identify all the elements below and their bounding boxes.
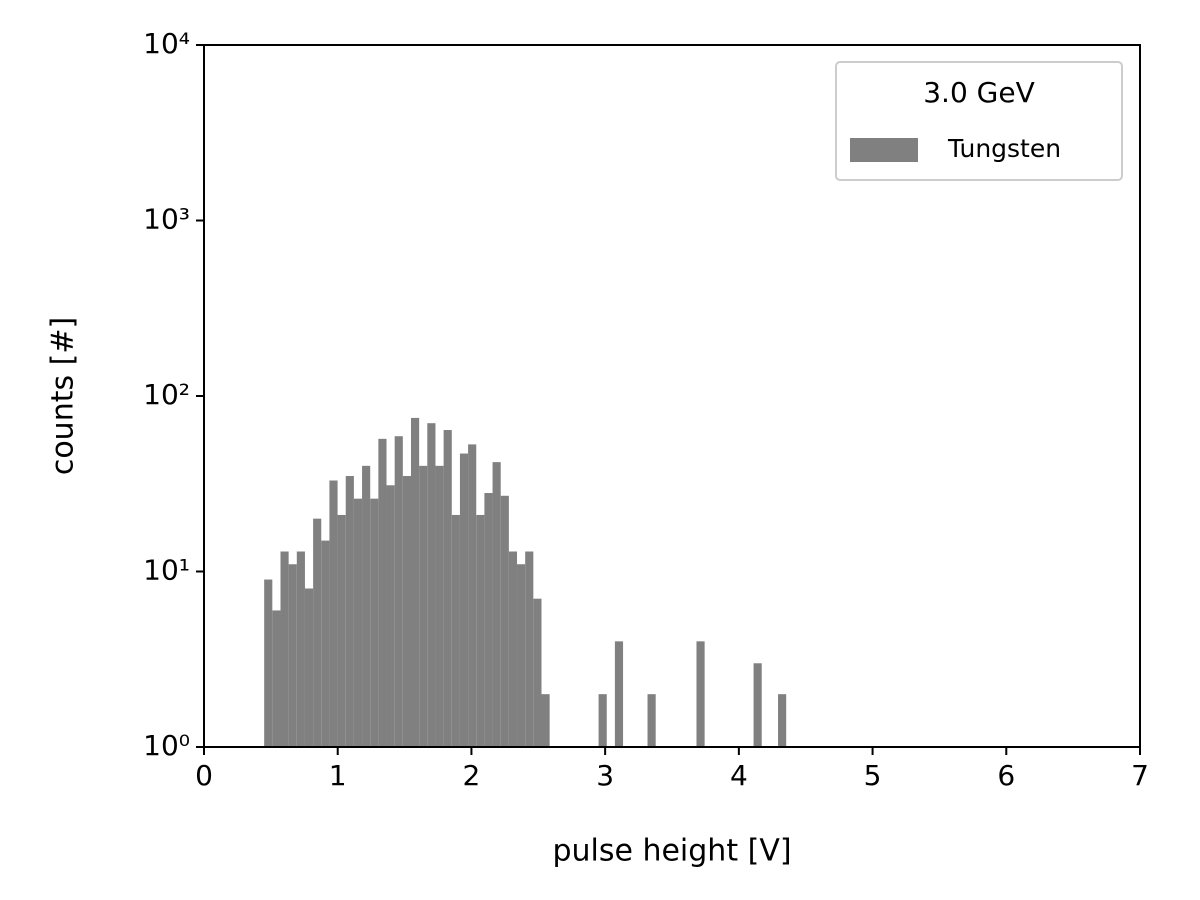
x-tick-label: 0 — [195, 759, 213, 792]
legend-title: 3.0 GeV — [923, 76, 1035, 109]
bar — [386, 485, 395, 747]
bar — [614, 641, 624, 747]
bar — [288, 564, 297, 747]
bar — [598, 694, 607, 747]
x-tick-label: 2 — [463, 759, 481, 792]
legend-swatch — [850, 138, 918, 162]
bar — [313, 518, 322, 747]
bar — [451, 514, 460, 747]
bar — [264, 579, 273, 747]
bar — [394, 436, 403, 747]
bar — [778, 694, 787, 747]
bar — [443, 430, 452, 747]
bar — [402, 476, 411, 747]
bar — [419, 465, 428, 747]
y-tick-label: 10⁰ — [143, 729, 190, 762]
x-axis-label: pulse height [V] — [552, 834, 791, 869]
bar — [370, 498, 379, 747]
x-tick-label: 3 — [596, 759, 614, 792]
x-tick-label: 5 — [864, 759, 882, 792]
bar — [459, 453, 469, 747]
bar — [296, 551, 305, 747]
x-tick-label: 6 — [997, 759, 1015, 792]
bar — [533, 598, 542, 747]
bar — [753, 663, 762, 747]
bar — [541, 694, 550, 747]
y-tick-label: 10¹ — [143, 554, 190, 587]
x-tick-label: 1 — [329, 759, 347, 792]
bar — [362, 465, 371, 747]
y-axis-label: counts [#] — [46, 317, 81, 475]
bar — [345, 476, 354, 747]
bar — [353, 498, 363, 747]
bar — [410, 417, 420, 747]
bar — [525, 551, 534, 747]
bar — [492, 462, 501, 747]
bar — [647, 694, 656, 747]
bar — [517, 564, 526, 747]
bar — [272, 610, 281, 747]
bar — [476, 514, 485, 747]
bar — [435, 465, 444, 747]
y-tick-label: 10² — [143, 378, 190, 411]
bar — [304, 588, 314, 747]
bar — [280, 551, 289, 747]
bar — [508, 551, 518, 747]
bar — [427, 423, 436, 747]
x-tick-label: 4 — [730, 759, 748, 792]
bar — [378, 438, 387, 747]
bar — [329, 480, 338, 747]
bar — [337, 514, 346, 747]
y-tick-label: 10³ — [143, 203, 190, 236]
x-tick-label: 7 — [1131, 759, 1149, 792]
y-tick-label: 10⁴ — [143, 27, 190, 60]
bar — [500, 495, 509, 747]
bar — [321, 540, 330, 747]
bar — [484, 493, 493, 747]
bar — [468, 444, 477, 747]
bar — [696, 641, 705, 747]
legend-label: Tungsten — [947, 134, 1061, 163]
